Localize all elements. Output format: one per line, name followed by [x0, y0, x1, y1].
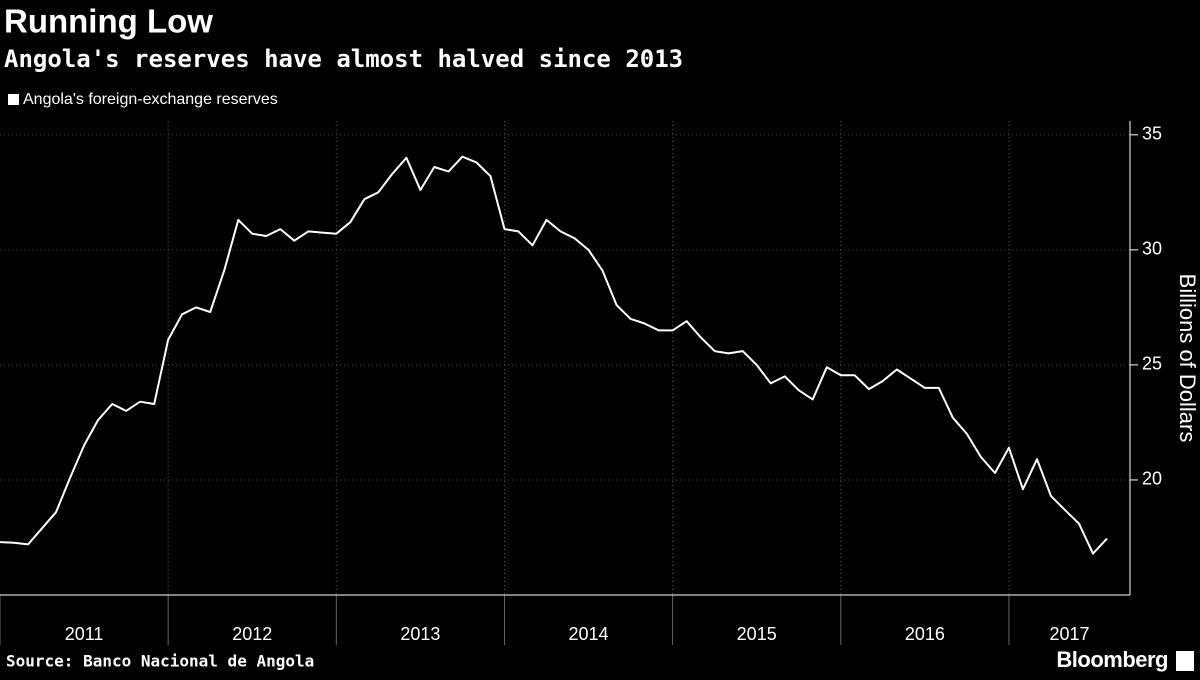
x-tick-label: 2012: [232, 624, 272, 644]
x-tick-label: 2015: [737, 624, 777, 644]
y-tick-label: 30: [1142, 239, 1162, 259]
legend-swatch: [8, 94, 19, 105]
x-tick-label: 2011: [65, 624, 104, 644]
x-tick-label: 2014: [569, 624, 609, 644]
chart-title: Running Low: [4, 3, 213, 40]
y-tick-label: 25: [1142, 354, 1162, 374]
x-tick-label: 2013: [400, 624, 440, 644]
x-tick-label: 2016: [905, 624, 945, 644]
y-tick-label: 35: [1142, 124, 1162, 144]
x-tick-label: 2017: [1049, 624, 1089, 644]
y-tick-label: 20: [1142, 469, 1162, 489]
legend-label: Angola's foreign-exchange reserves: [23, 91, 278, 108]
chart-subtitle: Angola's reserves have almost halved sin…: [4, 45, 683, 73]
data-line: [0, 155, 1108, 555]
source: Source: Banco Nacional de Angola: [6, 652, 314, 671]
brand-icon: [1176, 651, 1194, 671]
brand: Bloomberg: [1056, 647, 1168, 672]
y-axis-label: Billions of Dollars: [1175, 274, 1200, 443]
